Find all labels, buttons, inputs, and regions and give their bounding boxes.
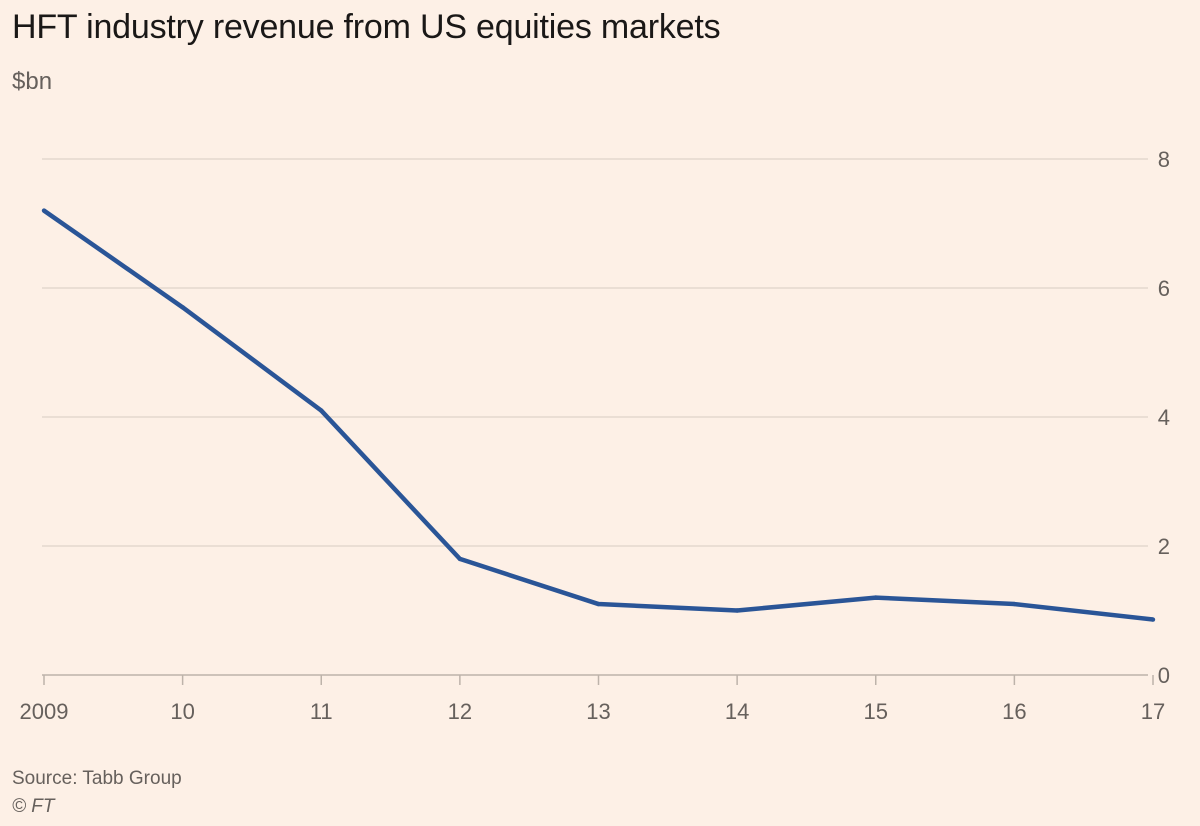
y-tick-label-0: 0 [1158,663,1170,688]
chart-subtitle: $bn [12,68,53,95]
x-tick-label-10: 10 [170,699,194,724]
ft-credit: © FT [12,796,55,817]
chart-title: HFT industry revenue from US equities ma… [12,8,721,46]
series-line-0 [42,208,1154,622]
data-point-10 [180,305,185,310]
data-point-16 [1012,601,1017,607]
x-tick-label-2009: 2009 [20,699,69,724]
x-tick-label-15: 15 [864,699,888,724]
gridlines [42,158,1148,547]
y-tick-label-8: 8 [1158,147,1170,172]
y-axis-labels: 0 2 4 6 8 [1158,147,1170,688]
y-tick-label-2: 2 [1158,534,1170,559]
source-note: Source: Tabb Group [12,768,182,789]
x-axis [42,674,1154,685]
x-tick-label-16: 16 [1002,699,1026,724]
data-point-15 [873,595,878,600]
x-tick-label-13: 13 [586,699,610,724]
data-point-12 [457,556,463,562]
data-point-17 [1150,617,1156,622]
x-axis-labels: 2009 10 11 12 13 14 15 16 17 [20,699,1166,724]
data-point-2009 [41,208,47,213]
data-point-13 [596,601,601,607]
x-tick-label-11: 11 [310,699,333,724]
y-tick-label-4: 4 [1158,405,1170,430]
series [41,208,1156,622]
x-tick-label-14: 14 [725,699,749,724]
y-tick-label-6: 6 [1158,276,1170,301]
x-tick-label-12: 12 [448,699,472,724]
x-tick-label-17: 17 [1141,699,1165,724]
data-point-14 [734,608,740,613]
data-point-11 [319,408,324,413]
